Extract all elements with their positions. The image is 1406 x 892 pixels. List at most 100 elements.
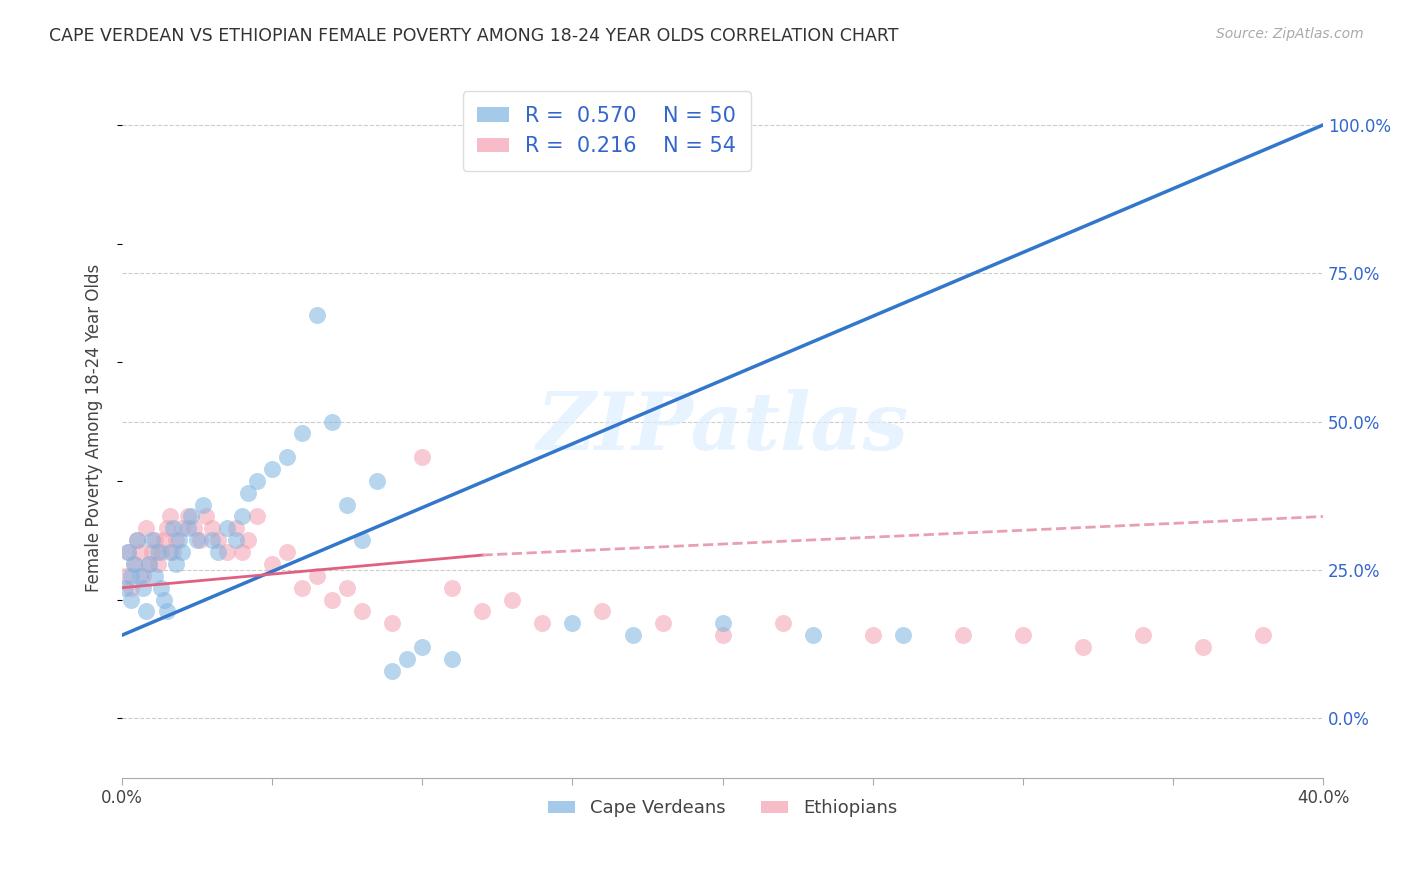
Point: [276, 545, 298, 559]
Point: [207, 545, 229, 559]
Point: [1192, 640, 1215, 654]
Point: [561, 616, 583, 631]
Point: [167, 533, 190, 548]
Point: [276, 450, 298, 465]
Point: [366, 474, 388, 488]
Point: [132, 569, 155, 583]
Point: [246, 509, 269, 524]
Point: [238, 533, 260, 548]
Point: [156, 521, 179, 535]
Point: [207, 533, 229, 548]
Point: [132, 581, 155, 595]
Point: [592, 604, 614, 618]
Point: [125, 533, 148, 548]
Point: [177, 509, 200, 524]
Point: [172, 545, 194, 559]
Legend: Cape Verdeans, Ethiopians: Cape Verdeans, Ethiopians: [541, 792, 904, 824]
Point: [801, 628, 824, 642]
Point: [1012, 628, 1035, 642]
Point: [172, 521, 194, 535]
Point: [501, 592, 523, 607]
Text: CAPE VERDEAN VS ETHIOPIAN FEMALE POVERTY AMONG 18-24 YEAR OLDS CORRELATION CHART: CAPE VERDEAN VS ETHIOPIAN FEMALE POVERTY…: [49, 27, 898, 45]
Point: [153, 592, 176, 607]
Point: [122, 557, 145, 571]
Point: [321, 592, 343, 607]
Point: [156, 604, 179, 618]
Point: [217, 545, 239, 559]
Point: [531, 616, 554, 631]
Point: [188, 533, 211, 548]
Point: [143, 533, 166, 548]
Point: [191, 498, 214, 512]
Point: [772, 616, 794, 631]
Point: [129, 545, 152, 559]
Point: [381, 616, 404, 631]
Point: [146, 545, 169, 559]
Point: [114, 569, 136, 583]
Point: [501, 118, 523, 132]
Point: [651, 616, 673, 631]
Point: [159, 545, 181, 559]
Point: [125, 533, 148, 548]
Point: [711, 616, 734, 631]
Point: [231, 545, 253, 559]
Point: [441, 652, 464, 666]
Point: [336, 581, 359, 595]
Point: [159, 509, 181, 524]
Point: [862, 628, 884, 642]
Point: [307, 308, 329, 322]
Point: [129, 569, 152, 583]
Point: [195, 509, 218, 524]
Point: [231, 509, 253, 524]
Point: [120, 592, 142, 607]
Point: [621, 628, 644, 642]
Point: [441, 581, 464, 595]
Point: [117, 545, 139, 559]
Text: ZIPatlas: ZIPatlas: [537, 389, 908, 467]
Point: [138, 557, 160, 571]
Point: [150, 545, 173, 559]
Point: [141, 533, 163, 548]
Point: [120, 581, 142, 595]
Point: [238, 485, 260, 500]
Y-axis label: Female Poverty Among 18-24 Year Olds: Female Poverty Among 18-24 Year Olds: [86, 263, 103, 591]
Point: [177, 521, 200, 535]
Point: [352, 604, 374, 618]
Point: [165, 557, 187, 571]
Point: [117, 545, 139, 559]
Point: [162, 545, 184, 559]
Point: [135, 521, 157, 535]
Point: [143, 569, 166, 583]
Point: [165, 533, 187, 548]
Point: [291, 581, 314, 595]
Point: [396, 652, 419, 666]
Point: [146, 557, 169, 571]
Point: [180, 509, 202, 524]
Point: [307, 569, 329, 583]
Point: [201, 521, 224, 535]
Point: [186, 533, 208, 548]
Point: [321, 415, 343, 429]
Point: [262, 462, 284, 476]
Point: [153, 533, 176, 548]
Point: [141, 545, 163, 559]
Point: [201, 533, 224, 548]
Point: [1071, 640, 1094, 654]
Point: [471, 604, 494, 618]
Point: [262, 557, 284, 571]
Point: [411, 450, 433, 465]
Point: [225, 521, 247, 535]
Point: [352, 533, 374, 548]
Point: [246, 474, 269, 488]
Point: [891, 628, 914, 642]
Point: [711, 628, 734, 642]
Point: [225, 533, 247, 548]
Point: [162, 521, 184, 535]
Point: [411, 640, 433, 654]
Point: [217, 521, 239, 535]
Point: [122, 557, 145, 571]
Point: [291, 426, 314, 441]
Point: [952, 628, 974, 642]
Point: [114, 581, 136, 595]
Point: [150, 581, 173, 595]
